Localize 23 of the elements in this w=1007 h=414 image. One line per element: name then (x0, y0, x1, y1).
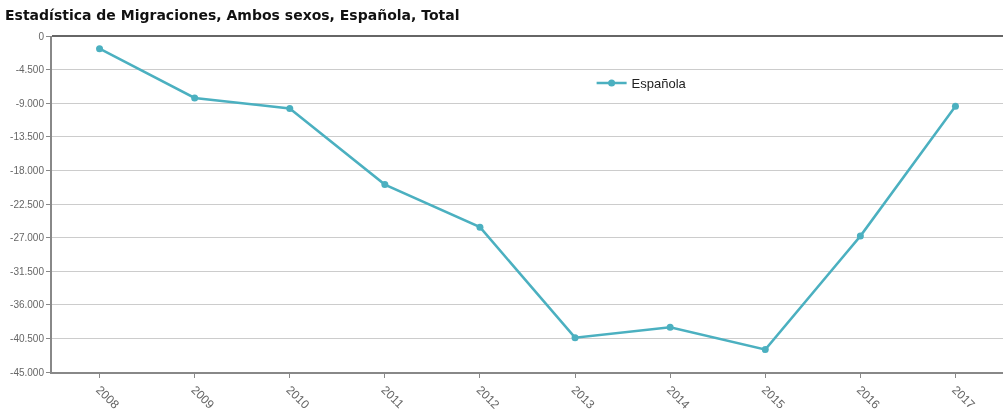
y-tick-label: -22.500 (10, 198, 45, 210)
y-tick-label: -31.500 (10, 265, 45, 277)
point (191, 94, 199, 102)
point (571, 334, 579, 342)
y-tick-label: -27.000 (10, 232, 45, 244)
y-tick-label: -45.000 (10, 366, 45, 378)
legend-label: Española (631, 76, 687, 92)
y-tick-label: -18.000 (10, 164, 45, 176)
point (666, 323, 674, 331)
y-tick-label: -13.500 (10, 131, 45, 143)
point (381, 181, 389, 189)
point (951, 102, 959, 110)
point (286, 104, 294, 112)
point (96, 45, 104, 53)
y-tick-label: -40.500 (10, 332, 45, 344)
y-tick-label: -9.000 (15, 97, 45, 109)
y-tick-label: -36.000 (10, 299, 45, 311)
point (856, 232, 864, 240)
y-tick-label: -4.500 (15, 64, 45, 76)
chart-title: Estadística de Migraciones, Ambos sexos, Española, Total (5, 7, 460, 24)
point (476, 223, 484, 231)
point (761, 346, 769, 354)
y-tick-label: 0 (38, 30, 45, 42)
